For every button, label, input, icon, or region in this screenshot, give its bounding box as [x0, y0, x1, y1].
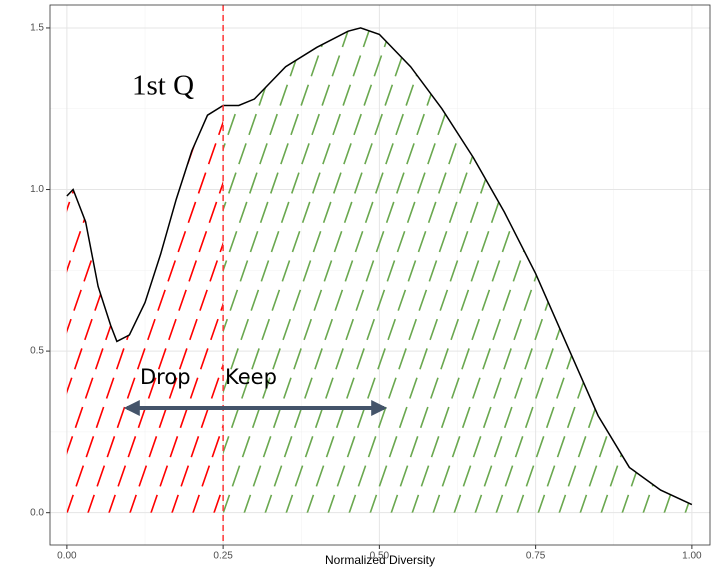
hatch-line — [223, 27, 358, 513]
y-tick-label: 0.0 — [30, 507, 44, 518]
hatch-line — [223, 27, 400, 513]
annotation: 1st Q — [132, 70, 194, 102]
hatch-line — [181, 105, 224, 513]
x-tick-label: 0.50 — [370, 551, 390, 562]
hatch-line — [223, 27, 316, 513]
hatch-line — [139, 105, 224, 513]
x-tick-label: 0.00 — [57, 551, 77, 562]
annotation: Keep — [225, 365, 277, 389]
panel-border — [49, 4, 711, 546]
hatch-line — [66, 105, 181, 513]
hatch-line — [76, 105, 224, 513]
x-tick-label: 0.25 — [213, 551, 233, 562]
x-axis-label: Normalized Diversity — [325, 553, 435, 567]
hatch-line — [0, 5, 54, 545]
hatch-line — [253, 27, 442, 513]
hatch-line — [223, 27, 295, 513]
hatch-line — [232, 27, 421, 513]
annotation: Drop — [140, 365, 191, 389]
y-tick-label: 1.5 — [30, 23, 44, 34]
hatch-line — [223, 27, 379, 513]
y-tick-label: 1.0 — [30, 184, 44, 195]
x-tick-label: 1.00 — [682, 551, 702, 562]
x-tick-label: 0.75 — [526, 551, 546, 562]
hatch-line — [97, 105, 224, 513]
hatch-line — [160, 105, 224, 513]
hatch-line — [118, 105, 224, 513]
y-tick-label: 0.5 — [30, 346, 44, 357]
hatch-line — [223, 27, 337, 513]
density-line — [66, 27, 693, 506]
